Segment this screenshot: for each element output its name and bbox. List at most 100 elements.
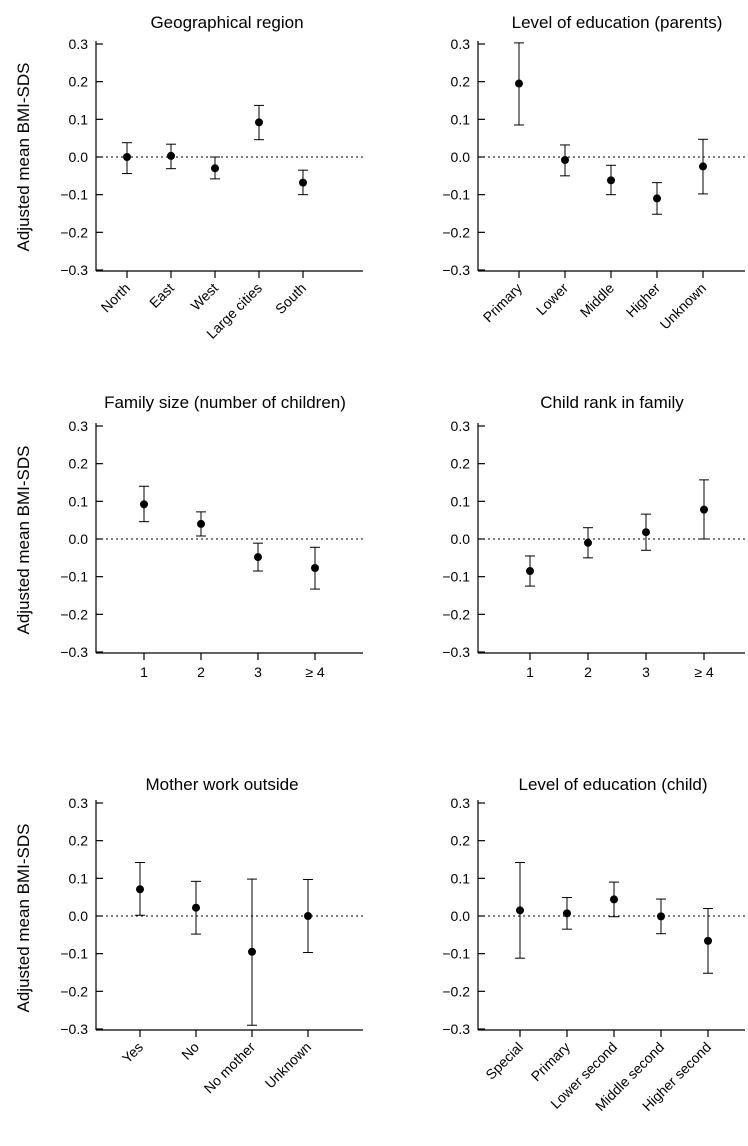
x-tick-label: ≥ 4 <box>694 664 714 680</box>
data-point <box>248 947 256 956</box>
x-tick-label: West <box>187 280 221 314</box>
x-tick-label: 3 <box>254 664 262 680</box>
y-tick-label: 0.1 <box>451 870 471 886</box>
data-point <box>299 178 307 187</box>
y-tick-label: −0.1 <box>60 187 88 203</box>
y-tick-label: −0.1 <box>442 569 470 585</box>
x-tick-label: 3 <box>642 664 650 680</box>
data-point <box>211 164 219 173</box>
x-tick-label: Primary <box>480 280 525 325</box>
y-tick-label: 0.0 <box>69 149 89 165</box>
x-tick-label: No <box>178 1039 202 1063</box>
y-tick-label: 0.2 <box>69 74 89 90</box>
y-tick-label: 0.0 <box>69 531 89 547</box>
y-tick-label: 0.0 <box>451 908 471 924</box>
data-point <box>653 194 661 203</box>
y-tick-label: −0.3 <box>60 644 88 660</box>
panel-child-rank: Child rank in family 0.3 0.2 0.1 0.0 −0.1 −0.2… <box>442 393 745 680</box>
y-tick-label: −0.3 <box>442 262 470 278</box>
y-tick-label: 0.3 <box>451 36 471 52</box>
y-tick-label: −0.2 <box>442 606 470 622</box>
x-tick-label: Lower <box>533 280 572 319</box>
x-tick-label: ≥ 4 <box>305 664 325 680</box>
data-point <box>304 912 312 920</box>
y-tick-label: 0.2 <box>69 456 89 472</box>
data-point <box>642 528 650 537</box>
panel-title: Family size (number of children) <box>104 393 346 412</box>
x-tick-label: South <box>272 280 309 317</box>
y-tick-label: 0.3 <box>451 795 471 811</box>
data-point <box>254 553 262 562</box>
y-tick-label: 0.0 <box>451 149 471 165</box>
x-tick-label: Higher <box>623 280 664 321</box>
y-tick-label: −0.1 <box>442 946 470 962</box>
panel-title: Geographical region <box>150 13 303 32</box>
y-tick-label: 0.0 <box>69 908 89 924</box>
x-tick-label: Special <box>482 1039 526 1083</box>
x-tick-label: East <box>146 280 177 311</box>
y-tick-label: −0.1 <box>60 946 88 962</box>
x-tick-label: Middle <box>577 280 618 321</box>
y-tick-label: 0.3 <box>69 418 89 434</box>
x-tick-label: Yes <box>119 1039 146 1066</box>
y-tick-label: 0.2 <box>451 74 471 90</box>
panel-child-education: Level of education (child) 0.3 0.2 0.1 0.0 −0… <box>442 775 745 1114</box>
y-tick-label: 0.3 <box>69 795 89 811</box>
x-tick-label: 2 <box>197 664 205 680</box>
data-point <box>515 79 523 88</box>
panel-family-size: Family size (number of children) Adjusted… <box>14 393 363 680</box>
data-point <box>561 156 569 165</box>
y-tick-label: 0.1 <box>69 111 89 127</box>
y-tick-label: 0.1 <box>451 493 471 509</box>
y-tick-label: −0.2 <box>60 606 88 622</box>
y-tick-label: −0.2 <box>60 224 88 240</box>
data-point <box>563 909 571 918</box>
y-tick-label: −0.1 <box>442 187 470 203</box>
y-tick-label: 0.1 <box>69 870 89 886</box>
data-point <box>699 162 707 171</box>
x-tick-label: Unknown <box>262 1039 315 1092</box>
y-tick-label: 0.0 <box>451 531 471 547</box>
data-point <box>192 903 200 912</box>
data-point <box>610 895 618 904</box>
y-tick-label: −0.2 <box>442 983 470 999</box>
data-point <box>657 912 665 921</box>
panel-title: Level of education (parents) <box>512 13 723 32</box>
y-axis-label: Adjusted mean BMI-SDS <box>14 824 33 1013</box>
y-tick-label: −0.2 <box>60 983 88 999</box>
y-tick-label: 0.1 <box>69 493 89 509</box>
data-point <box>607 176 615 185</box>
y-tick-label: 0.3 <box>69 36 89 52</box>
panel-geographical-region: Geographical region Adjusted mean BMI-SDS… <box>14 13 363 342</box>
y-tick-label: 0.1 <box>451 111 471 127</box>
y-tick-label: 0.2 <box>69 833 89 849</box>
y-tick-label: −0.2 <box>442 224 470 240</box>
x-tick-label: 1 <box>526 664 534 680</box>
data-point <box>516 906 524 915</box>
data-point <box>704 936 712 945</box>
y-tick-label: 0.2 <box>451 456 471 472</box>
x-tick-label: Unknown <box>657 280 710 333</box>
data-point <box>167 151 175 160</box>
y-axis-label: Adjusted mean BMI-SDS <box>14 446 33 635</box>
panel-mother-work: Mother work outside Adjusted mean BMI-SDS… <box>14 775 363 1096</box>
y-tick-label: −0.3 <box>442 644 470 660</box>
data-point <box>123 153 131 161</box>
x-tick-label: Primary <box>528 1039 573 1084</box>
y-tick-label: −0.3 <box>60 1021 88 1037</box>
panel-title: Child rank in family <box>540 393 684 412</box>
x-tick-label: 1 <box>140 664 148 680</box>
data-point <box>197 519 205 528</box>
panel-parents-education: Level of education (parents) 0.3 0.2 0.1 0.0… <box>442 13 745 332</box>
x-tick-label: No mother <box>201 1039 259 1097</box>
y-tick-label: −0.1 <box>60 569 88 585</box>
y-tick-label: −0.3 <box>442 1021 470 1037</box>
data-point <box>311 564 319 573</box>
data-point <box>255 118 263 127</box>
x-tick-label: North <box>98 280 134 316</box>
panel-title: Level of education (child) <box>518 775 707 794</box>
y-tick-label: −0.3 <box>60 262 88 278</box>
data-point <box>526 567 534 576</box>
y-tick-label: 0.3 <box>451 418 471 434</box>
